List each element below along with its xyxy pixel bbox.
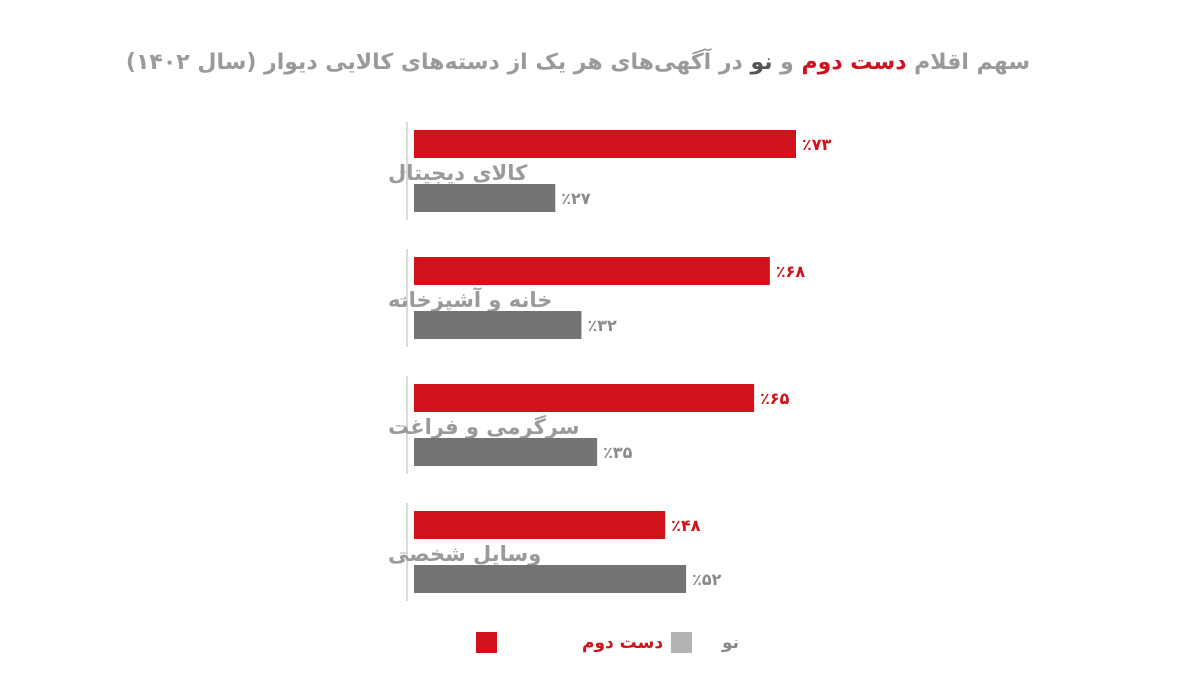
bar-new xyxy=(414,565,687,593)
bar-used xyxy=(414,257,770,285)
bar-new xyxy=(414,311,582,339)
category-label: وسایل شخصی xyxy=(388,542,541,566)
data-label-new: ٪۳۲ xyxy=(587,316,617,335)
title-highlight-used: دست دوم xyxy=(801,50,907,75)
chart-title: سهم اقلام دست دوم و نو در آگهی‌های هر یک… xyxy=(125,50,1030,75)
bar-new xyxy=(414,184,556,212)
category-label: کالای دیجیتال xyxy=(388,161,528,185)
category-label: سرگرمی و فراغت xyxy=(388,414,580,439)
legend-label-new: نو xyxy=(721,633,739,653)
bar-used xyxy=(414,130,796,158)
legend-swatch-new xyxy=(671,632,692,653)
bar-used xyxy=(414,511,666,539)
data-label-used: ٪۶۸ xyxy=(776,262,806,281)
data-label-new: ٪۳۵ xyxy=(603,443,633,462)
data-label-new: ٪۵۲ xyxy=(692,570,722,589)
legend-swatch-used xyxy=(476,632,497,653)
bar-used xyxy=(414,384,755,412)
category-label: خانه و آشپزخانه xyxy=(388,287,552,312)
title-highlight-new: نو xyxy=(750,50,773,75)
data-label-used: ٪۶۵ xyxy=(760,389,790,408)
data-label-used: ٪۷۳ xyxy=(802,135,832,154)
data-label-used: ٪۴۸ xyxy=(671,516,701,535)
data-label-new: ٪۲۷ xyxy=(561,189,591,208)
bar-new xyxy=(414,438,598,466)
legend-label-used: دست دوم xyxy=(582,633,663,653)
